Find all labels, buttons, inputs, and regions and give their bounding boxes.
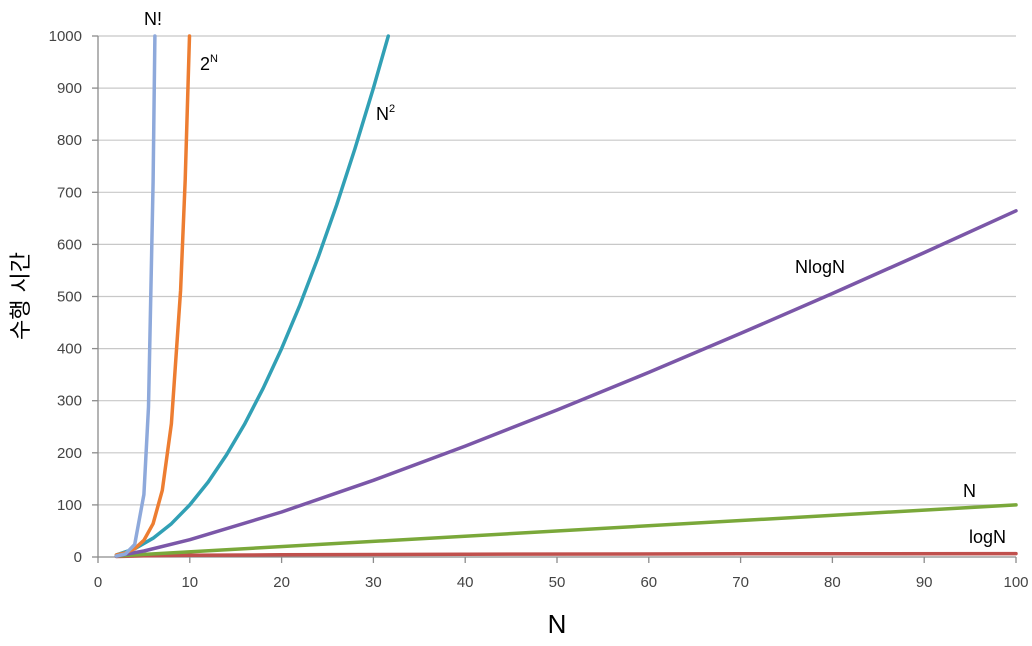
series-label-text: N	[376, 104, 389, 124]
y-tick-label: 800	[57, 132, 82, 149]
x-tick-label: 20	[273, 574, 290, 591]
y-tick-label: 500	[57, 289, 82, 306]
series-label-factorial: N!	[144, 9, 162, 29]
y-tick-label: 700	[57, 184, 82, 201]
y-tick-label: 0	[74, 549, 82, 566]
y-tick-label: 100	[57, 497, 82, 514]
series-line-factorial	[114, 34, 157, 558]
y-tick-label: 600	[57, 236, 82, 253]
x-tick-label: 0	[94, 574, 102, 591]
series-label-text: NlogN	[795, 257, 845, 277]
series-label-text: N!	[144, 9, 162, 29]
y-tick-label: 1000	[49, 28, 82, 45]
x-tick-label: 90	[916, 574, 933, 591]
y-tick-label: 300	[57, 393, 82, 410]
x-tick-label: 60	[640, 574, 657, 591]
x-tick-label: 50	[549, 574, 566, 591]
series-label-nlogn: NlogN	[795, 257, 845, 277]
x-tick-label: 30	[365, 574, 382, 591]
series-label-superscript: 2	[389, 103, 395, 115]
x-tick-label: 10	[181, 574, 198, 591]
x-axis-title: N	[548, 609, 567, 639]
tick-labels: 0 100 200 300 400 500 600 700 800 900 1000 0 10 20 30 4…	[49, 28, 1029, 591]
x-tick-label: 70	[732, 574, 749, 591]
gridlines	[98, 35, 1016, 506]
series-line-linear	[114, 503, 1018, 558]
series-label-quadratic: N2	[376, 103, 395, 124]
y-tick-label: 900	[57, 80, 82, 97]
x-tick-label: 40	[457, 574, 474, 591]
axes	[92, 35, 1017, 563]
series-label-text: 2	[200, 54, 210, 74]
series-label-text: N	[963, 481, 976, 501]
series-label-exponential: 2N	[200, 53, 218, 74]
y-tick-label: 200	[57, 445, 82, 462]
x-tick-label: 80	[824, 574, 841, 591]
series-label-linear: N	[963, 481, 976, 501]
series-lines	[114, 34, 1018, 559]
x-tick-label: 100	[1003, 574, 1028, 591]
series-line-quadratic	[114, 34, 391, 557]
y-tick-label: 400	[57, 341, 82, 358]
series-label-log: logN	[969, 527, 1006, 547]
series-label-superscript: N	[210, 53, 218, 65]
series-line-log	[114, 551, 1018, 559]
series-line-nlogn	[114, 209, 1018, 558]
series-label-text: logN	[969, 527, 1006, 547]
y-axis-title: 수행 시간	[9, 252, 34, 340]
